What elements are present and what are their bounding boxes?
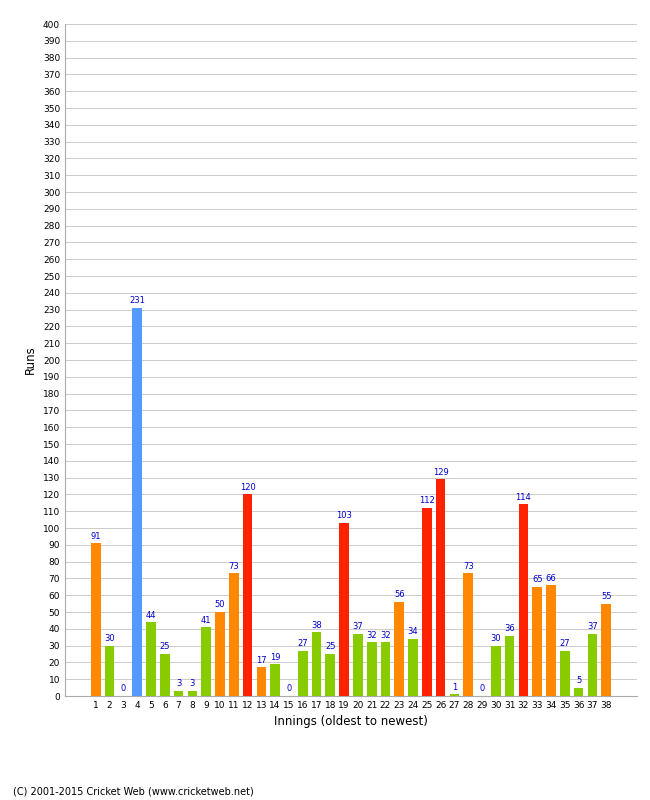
Text: 36: 36	[504, 624, 515, 633]
Bar	[588, 634, 597, 696]
Text: 44: 44	[146, 610, 156, 619]
Text: 32: 32	[380, 630, 391, 640]
Bar	[270, 664, 280, 696]
Text: 56: 56	[394, 590, 404, 599]
Text: 50: 50	[214, 601, 225, 610]
Bar	[353, 634, 363, 696]
Bar	[146, 622, 156, 696]
Bar	[188, 691, 197, 696]
Text: 32: 32	[367, 630, 377, 640]
Bar	[463, 574, 473, 696]
Text: 55: 55	[601, 592, 612, 601]
Text: 114: 114	[515, 493, 531, 502]
Bar	[395, 602, 404, 696]
Text: 112: 112	[419, 496, 435, 506]
Text: 1: 1	[452, 682, 457, 692]
Text: 73: 73	[228, 562, 239, 571]
Bar	[133, 308, 142, 696]
Text: 27: 27	[298, 639, 308, 648]
Text: 25: 25	[159, 642, 170, 651]
Text: 103: 103	[336, 511, 352, 521]
Bar	[312, 632, 321, 696]
Text: 41: 41	[201, 616, 211, 625]
Text: 30: 30	[104, 634, 115, 643]
Text: 0: 0	[480, 685, 485, 694]
Text: 27: 27	[560, 639, 570, 648]
Bar	[491, 646, 500, 696]
Bar	[422, 508, 432, 696]
Text: 37: 37	[352, 622, 363, 631]
Text: (C) 2001-2015 Cricket Web (www.cricketweb.net): (C) 2001-2015 Cricket Web (www.cricketwe…	[13, 786, 254, 796]
Bar	[326, 654, 335, 696]
Bar	[242, 494, 252, 696]
Bar	[298, 650, 307, 696]
Bar	[574, 687, 584, 696]
Bar	[215, 612, 225, 696]
Text: 0: 0	[286, 685, 292, 694]
Bar	[519, 505, 528, 696]
Text: 17: 17	[256, 656, 266, 665]
Text: 120: 120	[240, 483, 255, 492]
Text: 66: 66	[545, 574, 556, 582]
Bar	[229, 574, 239, 696]
Bar	[257, 667, 266, 696]
Text: 91: 91	[90, 532, 101, 541]
Bar	[408, 639, 418, 696]
Bar	[601, 604, 611, 696]
Bar	[381, 642, 390, 696]
Text: 129: 129	[433, 468, 448, 477]
Text: 34: 34	[408, 627, 419, 636]
X-axis label: Innings (oldest to newest): Innings (oldest to newest)	[274, 715, 428, 729]
Text: 3: 3	[190, 679, 195, 689]
Text: 3: 3	[176, 679, 181, 689]
Bar	[367, 642, 376, 696]
Bar	[339, 523, 349, 696]
Bar	[436, 479, 445, 696]
Bar	[505, 635, 514, 696]
Bar	[560, 650, 569, 696]
Bar	[91, 543, 101, 696]
Text: 73: 73	[463, 562, 474, 571]
Text: 38: 38	[311, 621, 322, 630]
Text: 0: 0	[121, 685, 126, 694]
Text: 30: 30	[491, 634, 501, 643]
Y-axis label: Runs: Runs	[24, 346, 37, 374]
Bar	[532, 587, 542, 696]
Text: 5: 5	[576, 676, 581, 685]
Text: 37: 37	[587, 622, 598, 631]
Bar	[546, 585, 556, 696]
Bar	[160, 654, 170, 696]
Text: 19: 19	[270, 653, 280, 662]
Text: 65: 65	[532, 575, 543, 584]
Text: 25: 25	[325, 642, 335, 651]
Bar	[174, 691, 183, 696]
Text: 231: 231	[129, 297, 145, 306]
Bar	[105, 646, 114, 696]
Bar	[450, 694, 460, 696]
Bar	[202, 627, 211, 696]
